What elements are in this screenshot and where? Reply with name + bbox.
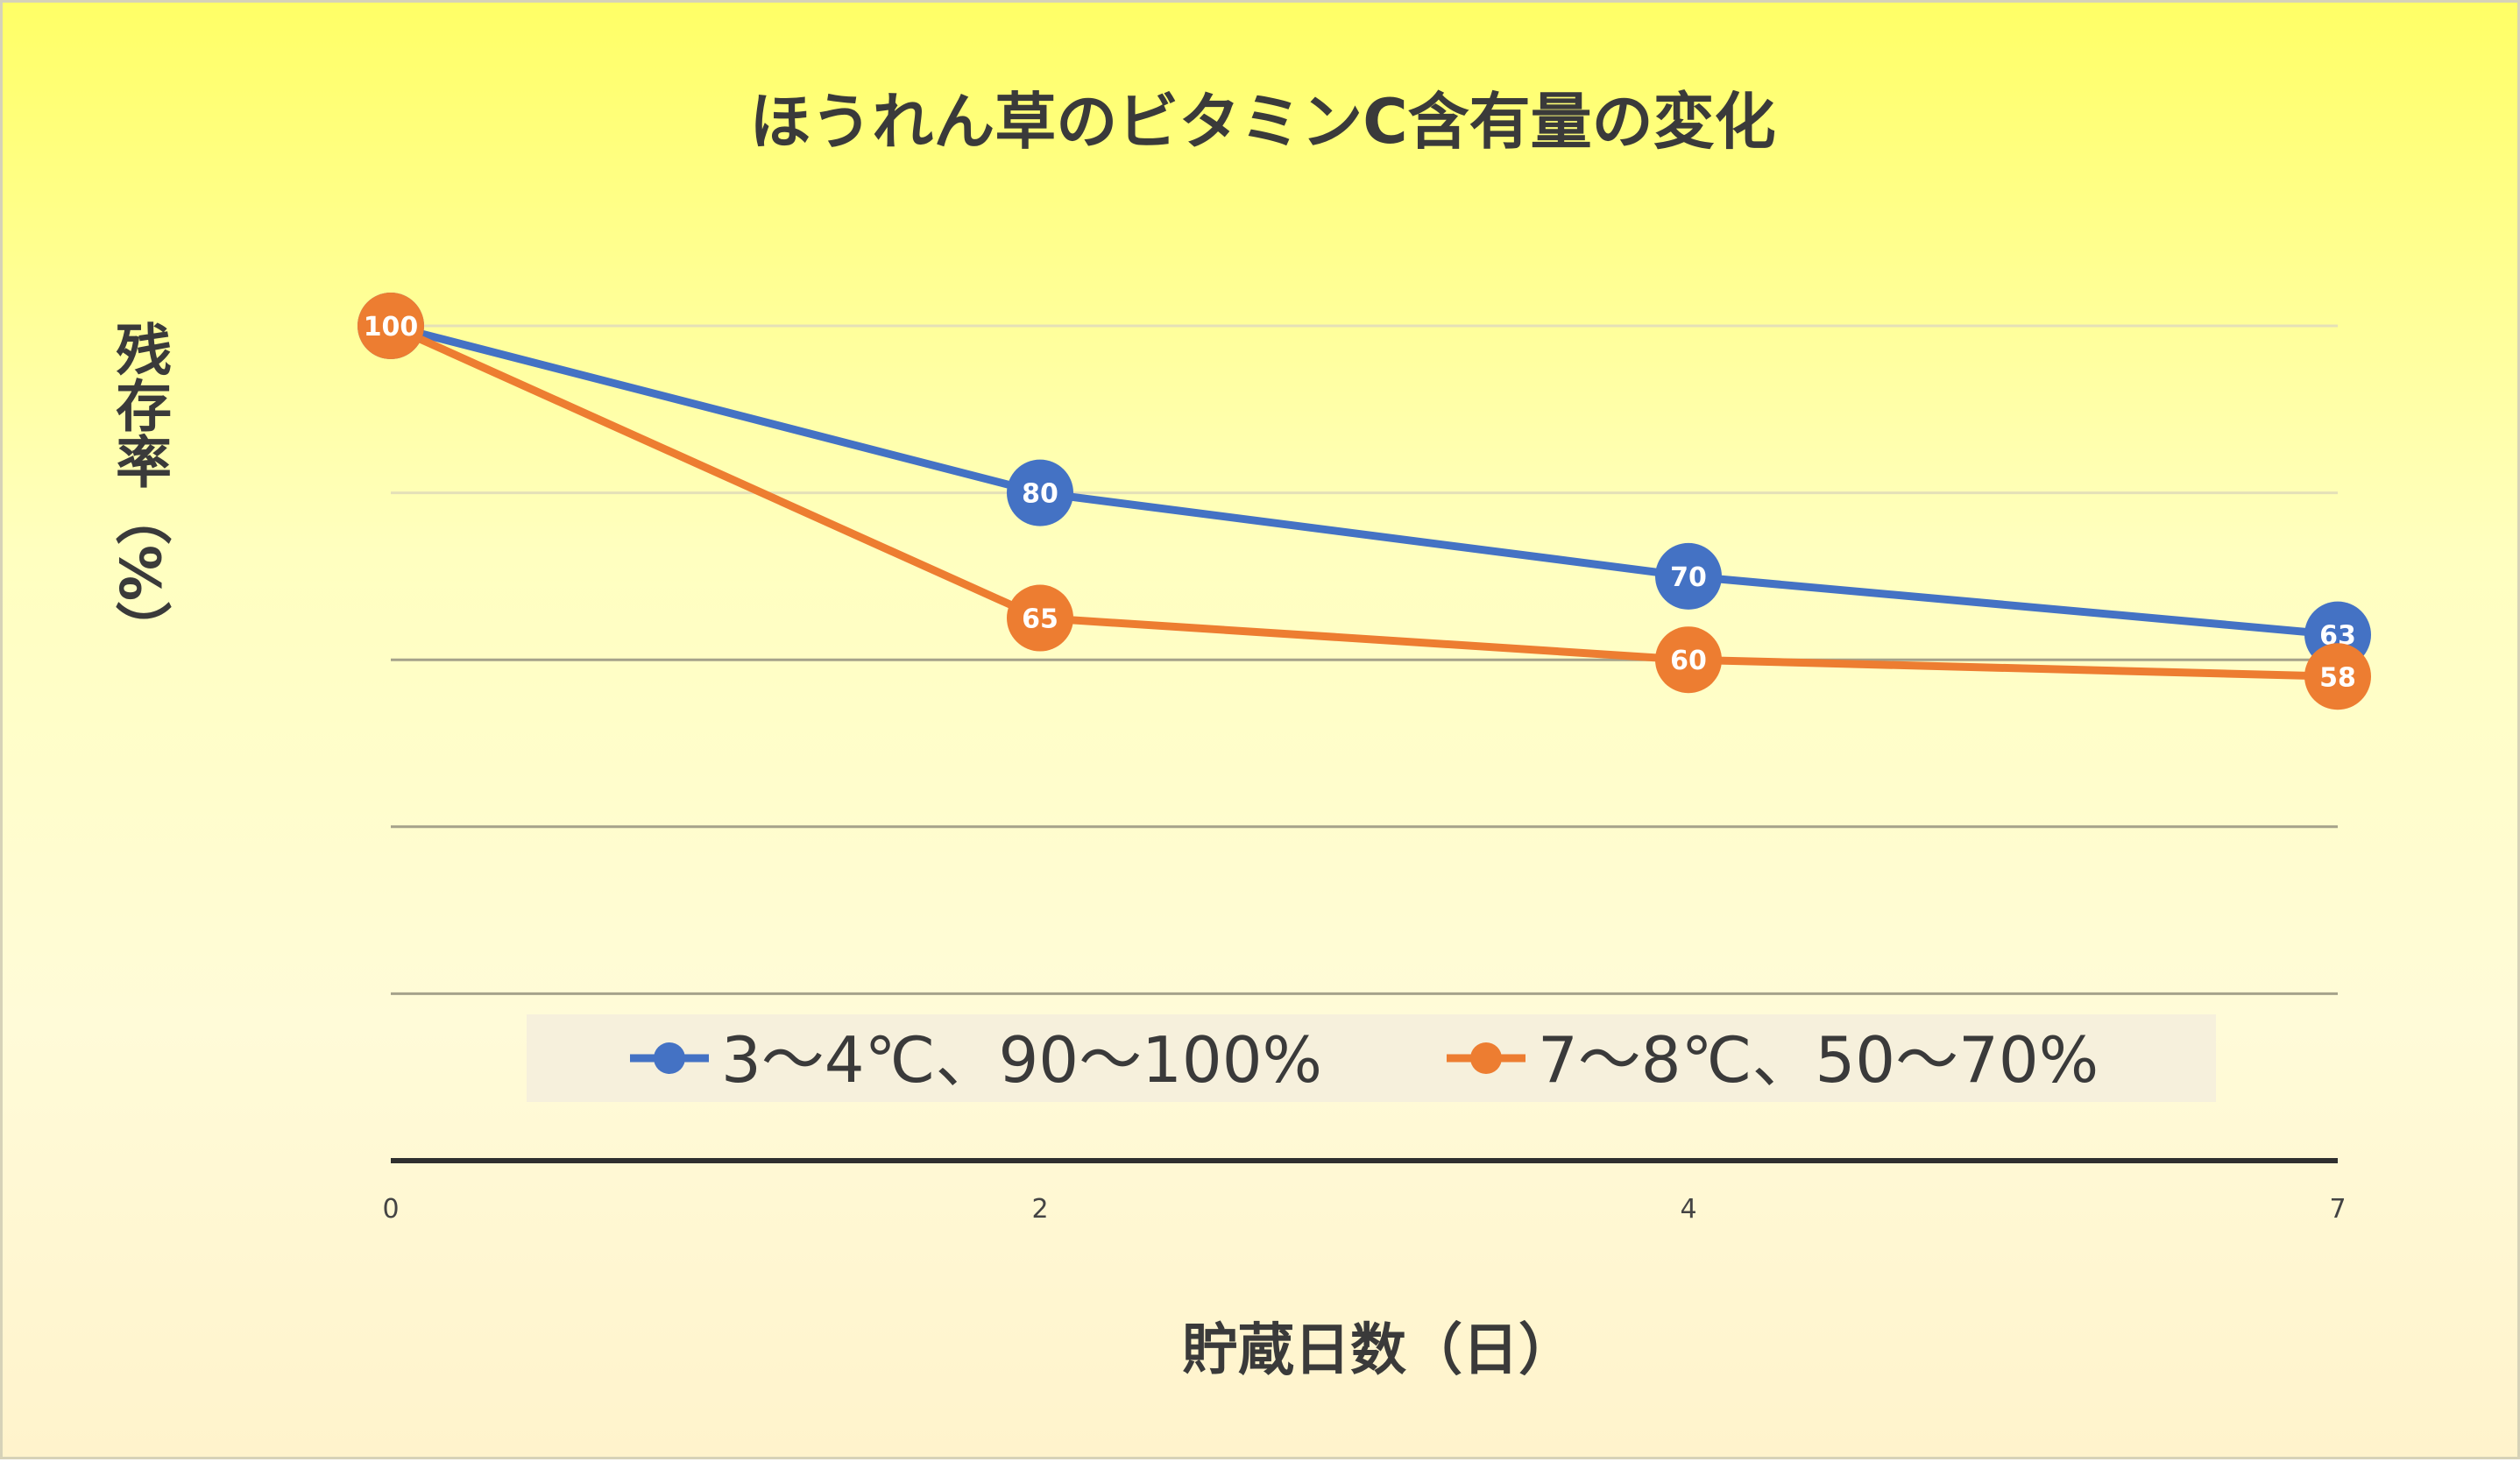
- legend-label-2: 7〜8℃、50〜70%: [1538, 1023, 2099, 1097]
- data-label-s2-3: 58: [2319, 662, 2356, 693]
- data-point-s2-1: [1007, 584, 1073, 652]
- x-axis-title: 貯蔵日数（日）: [1182, 1318, 1575, 1383]
- data-point-s1-1: [1007, 459, 1073, 526]
- series-line-2: [389, 321, 2339, 681]
- series-group: 100807063100656058: [357, 293, 2371, 710]
- x-tick-label-0: 0: [382, 1194, 399, 1225]
- x-tick-labels: 0 2 4 7: [382, 1194, 2346, 1225]
- legend-item-series-1: 3〜4℃、90〜100%: [630, 1023, 1322, 1097]
- data-label-s1-1: 80: [1022, 479, 1058, 510]
- data-point-s2-2: [1655, 626, 1722, 694]
- data-label-s2-1: 65: [1022, 604, 1058, 635]
- x-tick-label-4: 4: [1680, 1194, 1696, 1225]
- data-label-s2-2: 60: [1670, 646, 1707, 676]
- gridlines: [391, 324, 2338, 995]
- legend-background: [527, 1014, 2216, 1102]
- data-label-s2-0: 100: [364, 312, 419, 343]
- legend-label-1: 3〜4℃、90〜100%: [721, 1023, 1322, 1097]
- line-chart: ほうれん草のビタミンC含有量の変化 0 2 4 7 残存率（%） 貯蔵日数（日） 10…: [106, 86, 2371, 1383]
- chart-title: ほうれん草のビタミンC含有量の変化: [749, 86, 1775, 158]
- x-tick-label-7: 7: [2329, 1194, 2346, 1225]
- data-label-s1-2: 70: [1670, 562, 1707, 593]
- series-line-1: [389, 321, 2339, 639]
- legend-item-series-2: 7〜8℃、50〜70%: [1447, 1023, 2099, 1097]
- data-point-s2-3: [2304, 643, 2371, 710]
- legend-marker-2: [1470, 1042, 1502, 1074]
- data-point-s1-2: [1655, 542, 1722, 610]
- data-point-s2-0: [357, 293, 424, 359]
- x-tick-label-2: 2: [1031, 1194, 1048, 1225]
- legend: 3〜4℃、90〜100% 7〜8℃、50〜70%: [527, 1014, 2216, 1102]
- y-axis-title: 残存率（%）: [106, 321, 172, 657]
- legend-marker-1: [654, 1042, 685, 1074]
